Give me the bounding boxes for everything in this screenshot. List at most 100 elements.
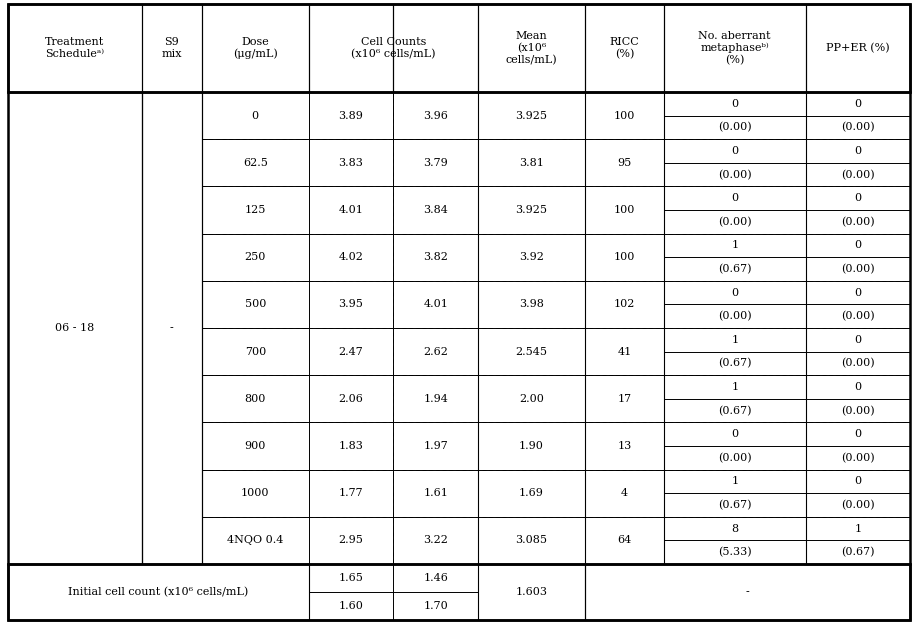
Text: 2.545: 2.545 (516, 346, 547, 356)
Bar (585, 139, 664, 187)
Bar (202, 139, 308, 187)
Bar (394, 564, 478, 592)
Bar (308, 4, 394, 92)
Text: RICC
(%): RICC (%) (610, 37, 639, 59)
Bar (585, 375, 664, 422)
Text: S9
mix: S9 mix (162, 37, 182, 59)
Bar (202, 187, 308, 233)
Text: 4.02: 4.02 (339, 252, 364, 262)
Bar (8, 4, 910, 92)
Text: 700: 700 (244, 346, 266, 356)
Text: 1.65: 1.65 (339, 573, 364, 583)
Text: 0: 0 (854, 193, 861, 203)
Text: (0.00): (0.00) (718, 311, 752, 321)
Bar (478, 92, 585, 139)
Bar (202, 92, 308, 139)
Bar (8, 92, 141, 564)
Text: 4.01: 4.01 (339, 205, 364, 215)
Bar (394, 233, 478, 281)
Text: 100: 100 (614, 205, 635, 215)
Text: (0.00): (0.00) (841, 406, 875, 416)
Bar (805, 493, 910, 517)
Bar (664, 233, 805, 257)
Bar (805, 187, 910, 210)
Text: 3.96: 3.96 (423, 110, 448, 120)
Text: 3.925: 3.925 (516, 205, 547, 215)
Bar (585, 470, 664, 517)
Text: (0.00): (0.00) (718, 217, 752, 227)
Text: 100: 100 (614, 110, 635, 120)
Bar (805, 517, 910, 540)
Text: Cell Counts
(x10⁶ cells/mL): Cell Counts (x10⁶ cells/mL) (352, 37, 436, 59)
Bar (805, 257, 910, 281)
Text: 1: 1 (731, 476, 738, 486)
Text: 3.84: 3.84 (423, 205, 448, 215)
Bar (805, 92, 910, 115)
Bar (394, 187, 478, 233)
Text: (0.67): (0.67) (718, 406, 752, 416)
Bar (308, 233, 394, 281)
Text: 3.22: 3.22 (423, 535, 448, 545)
Bar (805, 470, 910, 493)
Text: 250: 250 (244, 252, 266, 262)
Text: (0.00): (0.00) (841, 452, 875, 463)
Text: 1.97: 1.97 (423, 441, 448, 451)
Text: 0: 0 (731, 146, 738, 156)
Text: -: - (170, 323, 174, 333)
Bar (664, 446, 805, 470)
Bar (478, 564, 585, 620)
Text: 4.01: 4.01 (423, 300, 448, 310)
Bar (805, 115, 910, 139)
Bar (202, 470, 308, 517)
Text: 41: 41 (617, 346, 632, 356)
Bar (664, 4, 805, 92)
Text: 62.5: 62.5 (243, 158, 268, 168)
Bar (308, 422, 394, 470)
Text: 3.98: 3.98 (519, 300, 544, 310)
Text: (0.67): (0.67) (718, 500, 752, 510)
Bar (308, 328, 394, 375)
Bar (141, 92, 202, 564)
Bar (805, 328, 910, 351)
Bar (308, 139, 394, 187)
Text: 3.82: 3.82 (423, 252, 448, 262)
Text: Initial cell count (x10⁶ cells/mL): Initial cell count (x10⁶ cells/mL) (68, 587, 249, 597)
Bar (664, 470, 805, 493)
Bar (394, 139, 478, 187)
Bar (805, 446, 910, 470)
Text: 500: 500 (244, 300, 266, 310)
Bar (308, 92, 394, 139)
Text: 1.70: 1.70 (423, 601, 448, 611)
Bar (664, 92, 805, 115)
Text: 1.46: 1.46 (423, 573, 448, 583)
Bar (664, 517, 805, 540)
Text: 3.83: 3.83 (339, 158, 364, 168)
Bar (585, 4, 664, 92)
Bar (478, 139, 585, 187)
Bar (585, 92, 664, 139)
Bar (664, 305, 805, 328)
Bar (664, 187, 805, 210)
Text: -: - (745, 587, 749, 597)
Bar (664, 163, 805, 187)
Text: No. aberrant
metaphaseᵇ⁾
(%): No. aberrant metaphaseᵇ⁾ (%) (699, 31, 771, 65)
Text: 95: 95 (617, 158, 632, 168)
Text: 1.69: 1.69 (519, 488, 544, 498)
Text: 1: 1 (731, 382, 738, 392)
Text: 8: 8 (731, 524, 738, 534)
Bar (478, 328, 585, 375)
Text: 06 - 18: 06 - 18 (55, 323, 95, 333)
Bar (805, 540, 910, 564)
Bar (202, 233, 308, 281)
Text: (0.00): (0.00) (718, 452, 752, 463)
Text: 0: 0 (854, 335, 861, 345)
Text: 0: 0 (854, 288, 861, 298)
Bar (478, 187, 585, 233)
Bar (478, 375, 585, 422)
Bar (805, 351, 910, 375)
Text: 64: 64 (617, 535, 632, 545)
Bar (805, 399, 910, 422)
Text: 2.06: 2.06 (339, 394, 364, 404)
Bar (664, 139, 805, 163)
Text: (0.67): (0.67) (718, 264, 752, 274)
